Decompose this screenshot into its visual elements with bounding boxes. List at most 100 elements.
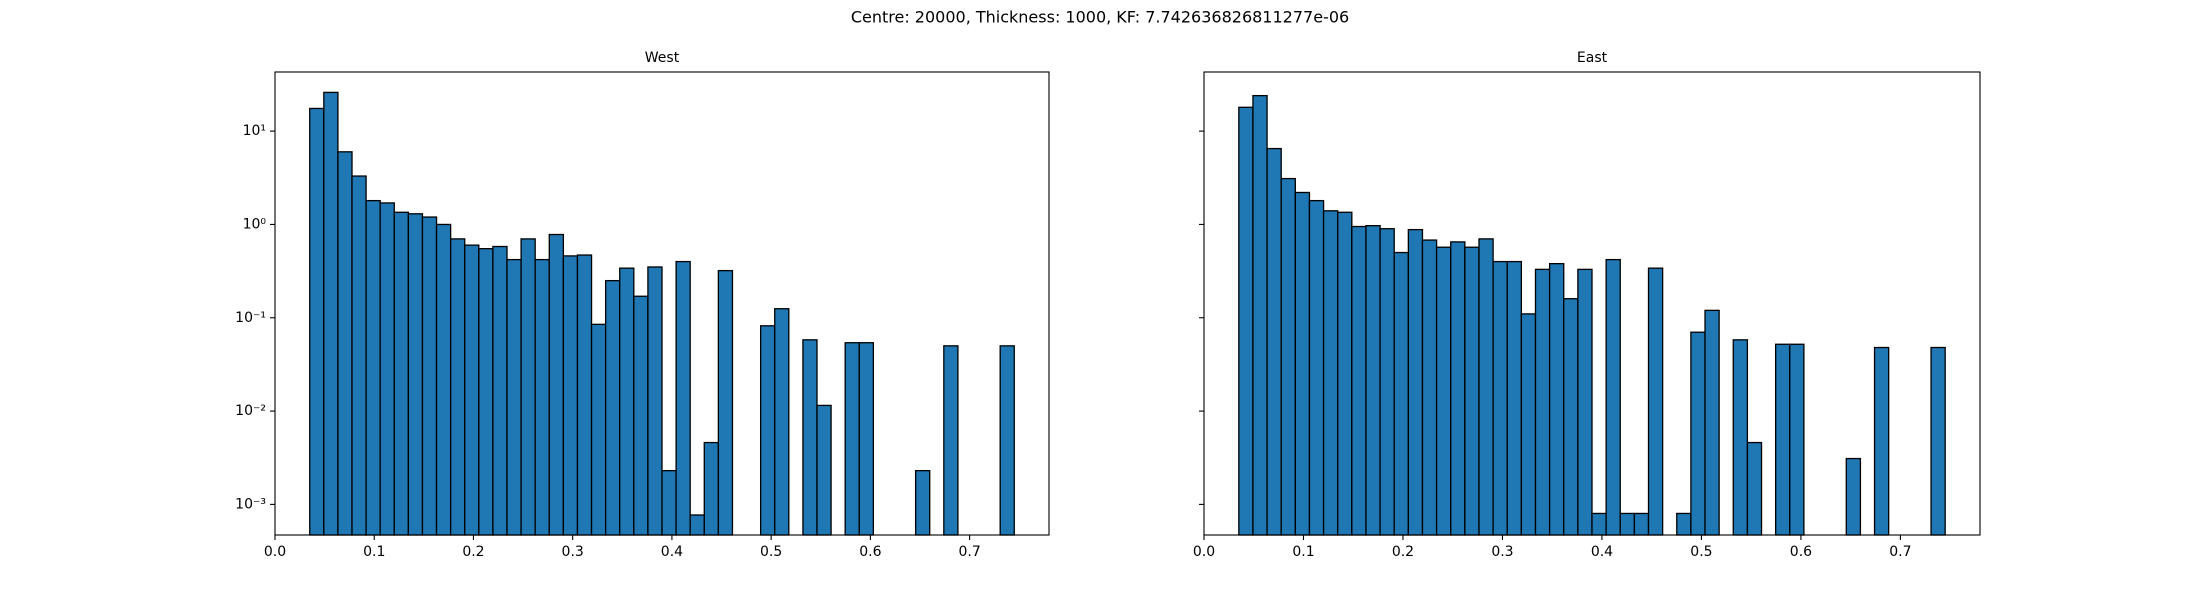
bar [464,244,480,536]
bar [590,323,607,536]
bar [1591,512,1607,536]
subplot-title: East [1577,50,1608,66]
bar [689,514,705,536]
bar [943,345,959,536]
bar [449,238,466,536]
bar [1308,199,1325,536]
bar [1464,246,1480,536]
axes-frame [274,71,1050,536]
bar [604,279,621,536]
axes-frame [1203,71,1981,536]
bar [1605,258,1621,536]
bar [619,267,635,536]
bar [1563,298,1579,536]
x-tick-label: 0.6 [859,544,881,560]
bar [1775,343,1791,536]
bar [1647,267,1664,536]
bar [1478,238,1494,536]
bar [520,238,536,536]
figure-title: Centre: 20000, Thickness: 1000, KF: 7.74… [851,8,1349,27]
bar [534,258,550,536]
bar [1492,260,1508,536]
bar [1294,191,1311,536]
bar [647,266,663,536]
bar [717,269,734,536]
bar [506,258,522,536]
bar [1732,339,1749,536]
bar [661,469,677,536]
bar [323,91,339,536]
bar [1534,268,1551,536]
bar [1845,457,1862,536]
bar [802,339,818,536]
x-tick-label: 0.4 [661,544,683,560]
x-tick-label: 0.5 [760,544,782,560]
bar [914,469,931,536]
bar [1379,228,1395,536]
bar [1690,331,1706,536]
bar [1280,177,1296,536]
bar [1930,346,1946,536]
bar [1351,225,1367,536]
bar [309,107,325,536]
x-tick-label: 0.0 [1193,544,1215,560]
bar [703,441,720,536]
bar [478,248,494,536]
bar [1337,211,1353,536]
bar [337,151,353,536]
bar [1506,260,1523,536]
bar [1450,241,1466,536]
bar [1548,263,1565,536]
y-tick-label: 10⁻¹ [235,310,266,326]
bar [1435,246,1452,536]
bar [1393,251,1409,536]
bar [548,233,565,536]
x-tick-label: 0.3 [562,544,584,560]
bar [351,175,367,536]
x-tick-label: 0.2 [1392,544,1414,560]
x-tick-label: 0.1 [1292,544,1314,560]
bar [1704,309,1720,536]
bar [379,202,395,536]
x-tick-label: 0.1 [363,544,385,560]
bar [1421,239,1438,536]
bar [1322,210,1339,536]
y-tick-label: 10⁻³ [235,496,266,512]
bar [435,223,452,536]
bar [1365,225,1381,536]
bar [844,342,860,536]
x-tick-label: 0.5 [1690,544,1712,560]
bar [1407,228,1424,536]
bar [1633,512,1650,536]
bar [407,213,424,536]
x-tick-label: 0.3 [1491,544,1513,560]
subplot-title: West [645,50,680,66]
bar [1266,147,1282,536]
x-tick-label: 0.7 [958,544,980,560]
bar [633,295,649,536]
bar [1252,94,1268,536]
y-tick-label: 10⁰ [243,216,267,232]
bar [365,199,381,536]
bar [1619,512,1636,536]
bar [816,404,832,536]
x-tick-label: 0.7 [1889,544,1911,560]
bar [774,308,790,536]
x-tick-label: 0.4 [1591,544,1613,560]
bar [1676,512,1692,536]
bar [999,345,1015,536]
x-tick-label: 0.2 [462,544,484,560]
bar [1577,268,1593,536]
bar [1520,313,1537,536]
x-tick-label: 0.0 [264,544,286,560]
bar [1873,346,1890,536]
x-tick-label: 0.6 [1790,544,1812,560]
bar [1746,441,1763,536]
y-tick-label: 10⁻² [235,403,266,419]
bar [675,260,691,536]
bar [759,325,776,536]
bar [421,216,438,536]
bar [492,245,508,536]
